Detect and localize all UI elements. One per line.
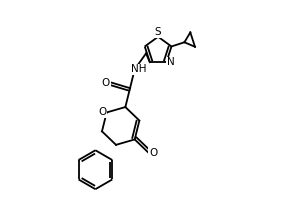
Text: N: N: [167, 57, 175, 67]
Text: O: O: [98, 107, 106, 117]
Text: NH: NH: [131, 64, 147, 74]
Text: S: S: [155, 27, 161, 37]
Text: O: O: [102, 78, 110, 88]
Text: O: O: [149, 148, 157, 158]
